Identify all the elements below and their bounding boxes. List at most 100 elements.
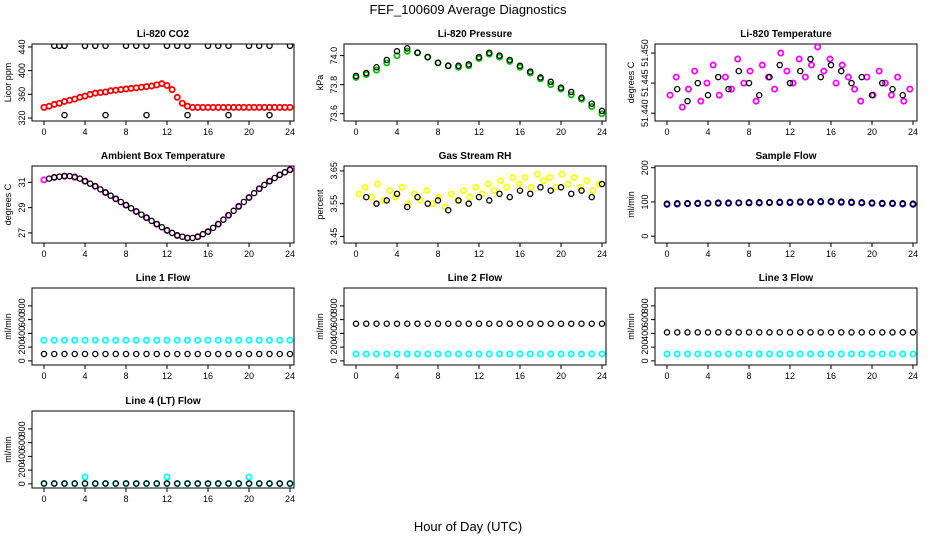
data-point — [547, 81, 555, 89]
data-point — [97, 186, 104, 193]
data-point — [163, 473, 171, 481]
data-point — [567, 350, 575, 358]
y-tick-label: 200 — [640, 160, 650, 175]
data-point — [595, 180, 603, 188]
data-point — [817, 73, 825, 81]
data-point — [848, 350, 856, 358]
data-point — [215, 44, 222, 50]
data-point — [112, 480, 120, 487]
x-tick-label: 4 — [82, 249, 87, 259]
data-point — [496, 52, 503, 59]
data-point — [715, 73, 722, 81]
data-point — [766, 73, 773, 81]
data-point — [240, 198, 248, 206]
data-point — [598, 320, 606, 327]
data-point — [163, 44, 171, 50]
figure-title: FEF_100609 Average Diagnostics — [369, 2, 567, 17]
data-point — [245, 44, 253, 50]
x-tick-label: 16 — [203, 249, 213, 259]
plot-points — [355, 170, 606, 214]
data-point — [153, 220, 160, 228]
x-tick-label: 0 — [353, 249, 358, 259]
data-point — [225, 211, 232, 219]
data-point — [583, 177, 591, 185]
data-point — [216, 120, 220, 121]
x-tick-label: 24 — [908, 249, 918, 259]
data-point — [117, 198, 125, 206]
data-point — [547, 350, 555, 358]
data-point — [81, 350, 89, 358]
data-point — [875, 67, 883, 75]
data-point — [398, 183, 406, 191]
data-point — [776, 350, 784, 358]
y-tick-label: 800 — [17, 298, 27, 313]
data-point — [540, 177, 548, 185]
data-point — [496, 320, 503, 327]
data-point — [588, 193, 596, 201]
data-point — [112, 350, 120, 358]
data-point — [684, 97, 691, 105]
x-tick-label: 20 — [867, 249, 877, 259]
data-point — [361, 183, 369, 191]
data-point — [766, 350, 774, 358]
data-point — [900, 97, 908, 105]
data-point — [61, 350, 68, 358]
x-tick-label: 16 — [515, 127, 525, 137]
x-tick-label: 4 — [82, 494, 87, 504]
x-tick-label: 24 — [597, 127, 607, 137]
x-tick-label: 12 — [474, 249, 484, 259]
chart-panel-4: Ambient Box Temperature 0 4 8 12 16 20 24 27 29 31… — [3, 151, 295, 259]
data-point — [163, 81, 171, 89]
x-tick-label: 20 — [556, 249, 566, 259]
data-point — [889, 85, 896, 93]
series-five-minute — [663, 198, 917, 208]
x-tick-label: 20 — [244, 127, 254, 137]
data-point — [373, 200, 380, 207]
data-point — [725, 329, 732, 336]
data-point — [857, 97, 865, 105]
data-point — [61, 111, 68, 119]
data-point — [475, 320, 483, 327]
data-point — [413, 350, 421, 358]
data-point — [71, 350, 79, 358]
data-point — [694, 79, 702, 87]
data-point — [447, 190, 455, 198]
data-point — [81, 480, 89, 487]
data-point — [557, 320, 565, 327]
data-point — [183, 336, 191, 344]
plot-frame — [31, 410, 295, 489]
data-point — [557, 84, 565, 91]
data-point — [465, 320, 472, 327]
data-point — [112, 336, 120, 344]
data-point — [516, 320, 524, 327]
series-hourly — [352, 45, 606, 115]
data-point — [132, 480, 140, 487]
data-point — [142, 336, 150, 344]
data-point — [455, 62, 462, 70]
data-point — [255, 350, 263, 358]
x-tick-label: 0 — [41, 249, 46, 259]
data-point — [266, 177, 273, 185]
data-point — [393, 350, 401, 358]
data-point — [102, 480, 109, 487]
data-point — [352, 72, 360, 80]
y-tick-label: 320 — [17, 111, 27, 126]
data-point — [40, 480, 48, 487]
data-point — [786, 329, 794, 336]
x-tick-label: 12 — [162, 249, 172, 259]
data-point — [776, 61, 784, 69]
x-tick-label: 24 — [285, 371, 295, 381]
data-point — [178, 99, 186, 107]
x-tick-label: 12 — [785, 127, 795, 137]
data-point — [858, 350, 866, 358]
data-point — [91, 336, 99, 344]
data-point — [102, 189, 109, 196]
data-point — [588, 102, 596, 110]
data-point — [684, 350, 692, 358]
x-tick-label: 4 — [394, 127, 399, 137]
data-point — [393, 190, 401, 198]
data-point — [237, 120, 241, 121]
data-point — [429, 200, 437, 208]
panel-title: Line 3 Flow — [759, 273, 814, 284]
plot-frame — [343, 287, 607, 366]
